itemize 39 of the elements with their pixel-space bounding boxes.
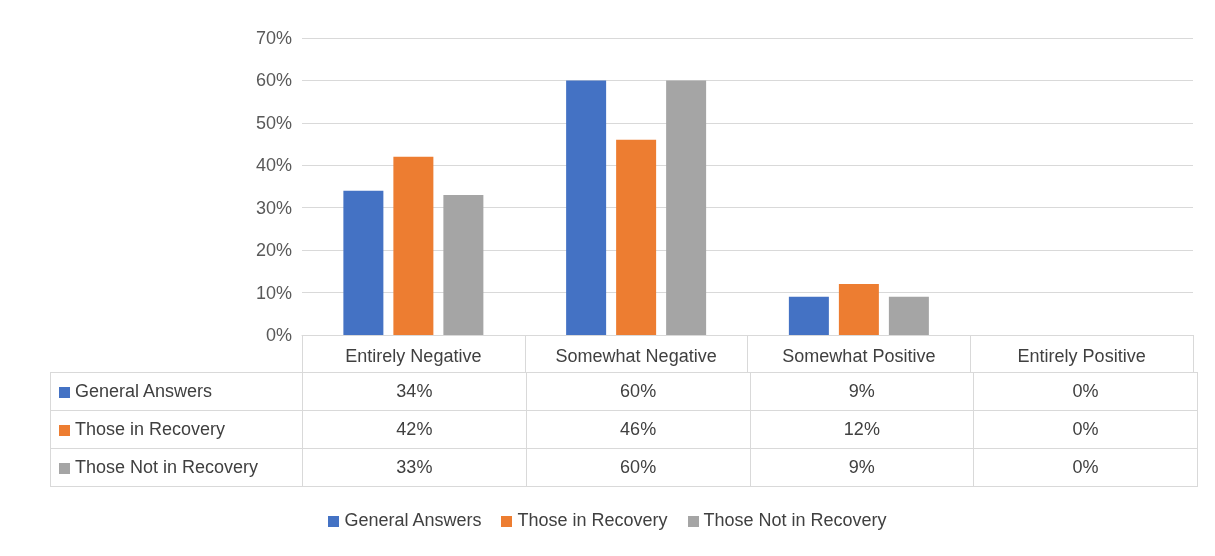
text: Those Not in Recovery	[75, 457, 259, 477]
data-label: 33%	[302, 448, 527, 487]
bar	[443, 194, 484, 335]
bar	[616, 139, 657, 335]
bar	[838, 284, 879, 335]
data-label: 60%	[526, 372, 750, 411]
bar	[788, 296, 829, 335]
legend-label: Those in Recovery	[516, 510, 668, 530]
data-label: 46%	[526, 410, 750, 449]
x-tick-label: Entirely Negative	[345, 346, 482, 366]
y-tick-label: 0%	[265, 325, 292, 345]
x-tick-label: Somewhat Negative	[555, 346, 717, 366]
legend-label: General Answers	[50, 372, 303, 411]
bar	[888, 296, 929, 335]
data-label: 60%	[526, 448, 750, 487]
legend-label: Those Not in Recovery	[702, 510, 887, 530]
data-label: 34%	[302, 372, 527, 411]
data-label: 0%	[973, 372, 1198, 411]
text: Those in Recovery	[75, 419, 226, 439]
y-tick-label: 60%	[255, 70, 292, 91]
data-label: 9%	[750, 372, 974, 411]
x-tick-label: Entirely Positive	[1017, 346, 1146, 366]
y-tick-label: 20%	[255, 240, 292, 261]
x-tick-label: Somewhat Positive	[782, 346, 936, 366]
bar	[566, 80, 607, 335]
bar	[343, 190, 384, 335]
y-tick-label: 10%	[255, 282, 292, 303]
data-label: 12%	[750, 410, 974, 449]
data-label: 0%	[973, 448, 1198, 487]
y-tick-label: 40%	[255, 155, 292, 176]
y-tick-label: 70%	[255, 28, 292, 48]
y-tick-label: 50%	[255, 112, 292, 133]
y-tick-label: 30%	[255, 197, 292, 218]
data-label: 0%	[973, 410, 1198, 449]
data-label: 9%	[750, 448, 974, 487]
bar	[393, 156, 434, 335]
text: General Answers	[344, 510, 482, 530]
bar	[666, 80, 707, 335]
data-label: 42%	[302, 410, 527, 449]
